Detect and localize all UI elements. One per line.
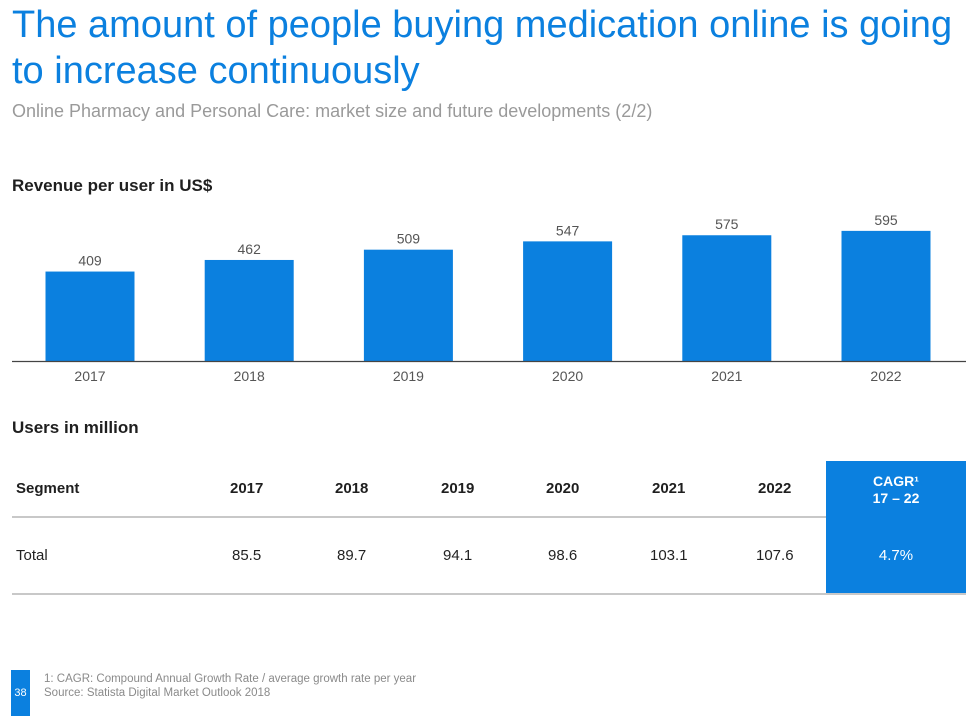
table-bottom-divider: [12, 593, 966, 595]
bar-2018: [204, 259, 294, 361]
header-2018: 2018: [335, 480, 369, 497]
x-tick-2017: 2017: [74, 368, 105, 384]
x-tick-2021: 2021: [711, 368, 742, 384]
x-tick-2018: 2018: [234, 368, 265, 384]
data-label-2018: 462: [238, 241, 262, 257]
data-label-2020: 547: [556, 222, 580, 238]
row-total-2017: 85.5: [232, 547, 262, 564]
bar-2017: [45, 271, 135, 361]
row-total-2018: 89.7: [337, 547, 367, 564]
page-title: The amount of people buying medication o…: [12, 4, 953, 92]
header-cagr-label: CAGR¹: [873, 473, 919, 489]
table-header-divider: [12, 516, 826, 518]
data-label-2017: 409: [78, 253, 102, 269]
header-2021: 2021: [652, 480, 686, 497]
row-total-2019: 94.1: [443, 547, 473, 564]
x-tick-2020: 2020: [552, 368, 583, 384]
bar-2022: [841, 230, 931, 361]
x-tick-2019: 2019: [393, 368, 424, 384]
data-label-2019: 509: [397, 231, 421, 247]
x-tick-2022: 2022: [870, 368, 901, 384]
bar-2019: [363, 249, 453, 361]
row-total-2022: 107.6: [756, 547, 794, 564]
header-2017: 2017: [230, 480, 264, 497]
bar-2020: [523, 241, 613, 361]
page-number-badge: 38: [11, 670, 30, 716]
bar-2021: [682, 235, 772, 361]
header-2019: 2019: [441, 480, 475, 497]
row-total-segment: Total: [16, 547, 48, 564]
table-section-title: Users in million: [12, 418, 139, 437]
header-cagr-range: 17 – 22: [872, 490, 920, 506]
header-2020: 2020: [546, 480, 580, 497]
row-total-2020: 98.6: [548, 547, 578, 564]
footnote-cagr: 1: CAGR: Compound Annual Growth Rate / a…: [44, 673, 417, 685]
page-subtitle: Online Pharmacy and Personal Care: marke…: [12, 101, 653, 121]
cagr-column-background: [826, 461, 966, 593]
header-2022: 2022: [758, 480, 792, 497]
row-total-cagr: 4.7%: [878, 547, 914, 564]
data-label-2021: 575: [715, 216, 739, 232]
header-cagr: CAGR¹ 17 – 22: [826, 473, 966, 507]
chart-section-title: Revenue per user in US$: [12, 176, 213, 195]
revenue-bar-chart: 409 2017 462 2018 509 2019 547 2020 575 2021 595 20…: [12, 212, 966, 384]
data-label-2022: 595: [874, 212, 898, 228]
footnote-source: Source: Statista Digital Market Outlook …: [44, 687, 271, 699]
row-total-2021: 103.1: [650, 547, 688, 564]
header-segment: Segment: [16, 480, 80, 497]
users-table: Segment 2017 2018 2019 2020 2021 2022 CA…: [12, 461, 966, 595]
